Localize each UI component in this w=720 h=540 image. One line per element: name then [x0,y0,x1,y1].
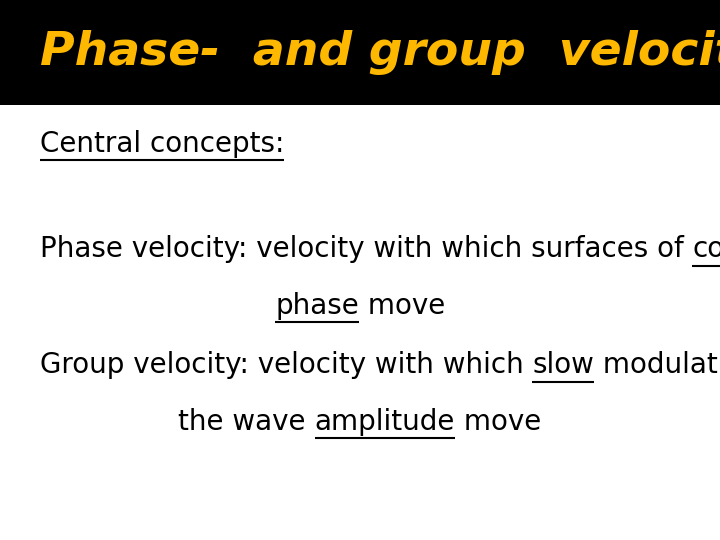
Text: phase: phase [275,292,359,320]
Text: slow: slow [532,351,594,379]
Text: modulations of: modulations of [594,351,720,379]
Text: move: move [455,408,541,436]
Text: the wave: the wave [179,408,315,436]
Text: move: move [359,292,445,320]
Text: amplitude: amplitude [315,408,455,436]
Text: Phase-  and group  velocity: Phase- and group velocity [40,30,720,75]
Text: Group velocity: velocity with which: Group velocity: velocity with which [40,351,532,379]
Text: constant: constant [692,235,720,263]
Text: Phase velocity: velocity with which surfaces of: Phase velocity: velocity with which surf… [40,235,692,263]
Text: Central concepts:: Central concepts: [40,130,284,158]
